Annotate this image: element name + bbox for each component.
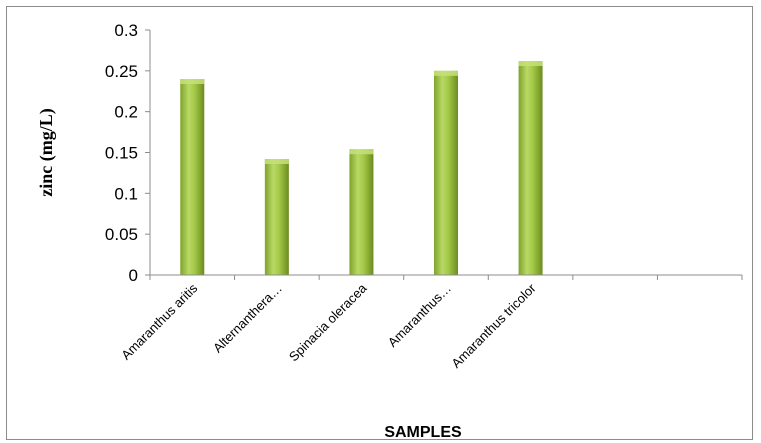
y-tick-label: 0 [129,266,138,285]
y-tick-label: 0.05 [105,225,138,244]
y-axis-title: zinc (mg/L) [36,108,57,196]
x-tick-label: Amaranthus… [385,281,454,350]
y-axis-ticks: 0 0.05 0.1 0.15 0.2 0.25 0.3 [105,21,150,285]
x-axis-ticks: Amaranthus aritis Alternanthera… Spinacia … [118,275,743,371]
bars [180,61,543,276]
chart-frame [6,6,753,440]
y-tick-label: 0.3 [114,21,138,40]
bar-highlight [264,159,289,165]
bar [349,149,374,275]
x-axis-title: SAMPLES [384,424,462,441]
bar-highlight [349,149,374,155]
bar [518,61,543,276]
y-tick-label: 0.2 [114,103,138,122]
bar [264,159,289,275]
y-tick-label: 0.25 [105,62,138,81]
bar [180,79,205,275]
y-tick-label: 0.1 [114,184,138,203]
bar-highlight [434,70,458,76]
x-tick-label: Alternanthera… [210,281,285,356]
bar [434,70,458,275]
x-tick-label: Spinacia oleracea [286,280,370,364]
bar-highlight [518,61,543,67]
x-tick-label: Amaranthus tricolor [448,280,539,371]
bar-highlight [180,79,205,84]
x-tick-label: Amaranthus aritis [118,280,200,362]
y-tick-label: 0.15 [105,144,138,163]
